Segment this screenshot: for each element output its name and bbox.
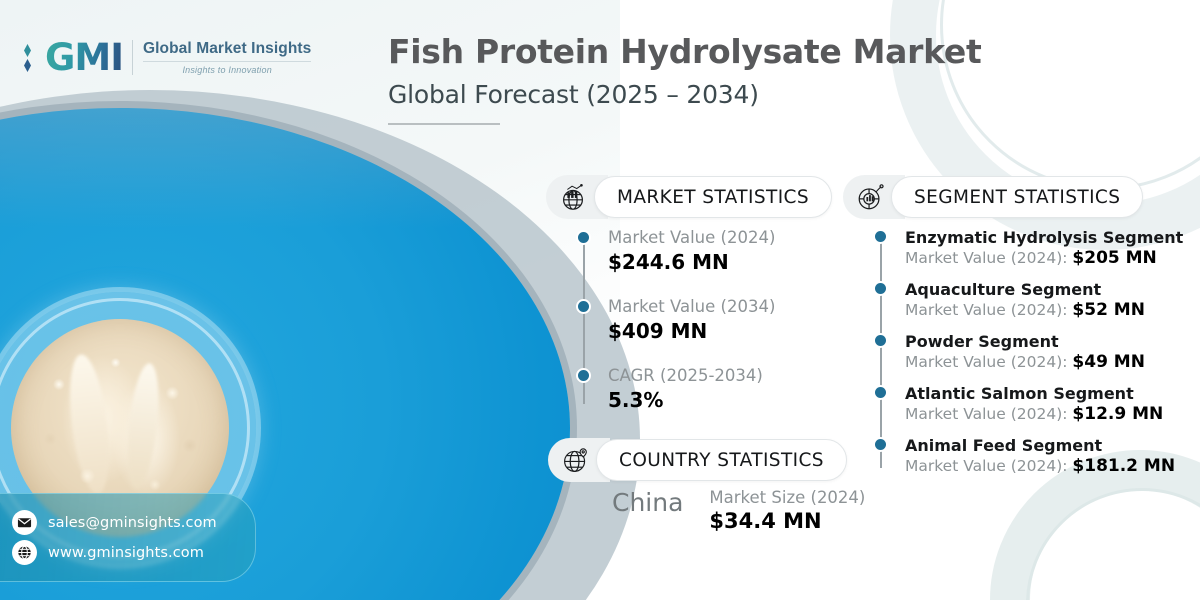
page-subtitle: Global Forecast (2025 – 2034) xyxy=(388,79,759,109)
gmi-logo[interactable]: GMI Global Market Insights Insights to I… xyxy=(20,36,312,79)
market-stat-label: CAGR (2025-2034) xyxy=(608,366,763,385)
logo-tagline: Insights to Innovation xyxy=(142,61,312,75)
market-stat-label: Market Value (2034) xyxy=(608,297,776,316)
segment-item: Atlantic Salmon Segment Market Value (20… xyxy=(875,384,1183,424)
segment-name: Powder Segment xyxy=(905,332,1059,351)
segment-detail: Market Value (2024): $181.2 MN xyxy=(905,456,1183,476)
timeline-dot xyxy=(578,232,589,243)
timeline-dot xyxy=(578,301,589,312)
header-block: Fish Protein Hydrolysate Market Global F… xyxy=(388,32,1088,125)
segment-label: Market Value (2024): xyxy=(905,301,1068,319)
market-stat-item: Market Value (2034) $409 MN xyxy=(578,297,775,343)
market-stat-value: $409 MN xyxy=(608,319,708,343)
segment-item: Aquaculture Segment Market Value (2024):… xyxy=(875,280,1183,320)
segment-label: Market Value (2024): xyxy=(905,249,1068,267)
timeline-connector xyxy=(583,236,585,404)
market-stat-value: $244.6 MN xyxy=(608,250,729,274)
segment-statistics-title-pill: SEGMENT STATISTICS xyxy=(891,176,1144,218)
contact-panel: sales@gminsights.com www.gminsights.com xyxy=(0,493,256,582)
segment-item: Enzymatic Hydrolysis Segment Market Valu… xyxy=(875,228,1183,268)
timeline-dot xyxy=(875,283,886,294)
market-statistics-title-pill: MARKET STATISTICS xyxy=(594,176,833,218)
segment-label: Market Value (2024): xyxy=(905,405,1068,423)
timeline-dot xyxy=(578,370,589,381)
segment-name: Atlantic Salmon Segment xyxy=(905,384,1134,403)
logo-company-name: Global Market Insights xyxy=(142,40,312,57)
market-statistics-list: Market Value (2024) $244.6 MN Market Val… xyxy=(578,228,775,412)
timeline-connector xyxy=(880,236,882,468)
contact-email: sales@gminsights.com xyxy=(48,514,217,531)
logo-diamond-icon xyxy=(20,43,35,73)
market-stat-value: 5.3% xyxy=(608,388,664,412)
market-statistics-title: MARKET STATISTICS xyxy=(617,186,810,208)
page-title: Fish Protein Hydrolysate Market xyxy=(388,32,982,71)
timeline-dot xyxy=(875,335,886,346)
globe-icon xyxy=(12,540,37,565)
contact-website-row[interactable]: www.gminsights.com xyxy=(12,540,255,565)
country-stat-value: $34.4 MN xyxy=(709,509,822,533)
logo-text-block: Global Market Insights Insights to Innov… xyxy=(131,40,312,75)
photo-highlight xyxy=(0,108,570,228)
country-value-block: Market Size (2024) $34.4 MN xyxy=(709,488,865,533)
segment-name: Animal Feed Segment xyxy=(905,436,1103,455)
segment-value: $52 MN xyxy=(1072,300,1145,320)
envelope-icon xyxy=(12,510,37,535)
country-name: China xyxy=(612,488,684,517)
segment-name: Enzymatic Hydrolysis Segment xyxy=(905,228,1184,247)
segment-item: Powder Segment Market Value (2024): $49 … xyxy=(875,332,1183,372)
contact-email-row[interactable]: sales@gminsights.com xyxy=(12,510,255,535)
country-statistics-title: COUNTRY STATISTICS xyxy=(619,449,824,471)
segment-statistics-list: Enzymatic Hydrolysis Segment Market Valu… xyxy=(875,228,1183,476)
segment-detail: Market Value (2024): $12.9 MN xyxy=(905,404,1183,424)
country-statistics-row: China Market Size (2024) $34.4 MN xyxy=(612,488,865,533)
market-stat-label: Market Value (2024) xyxy=(608,228,776,247)
timeline-dot xyxy=(875,439,886,450)
title-underline xyxy=(388,122,500,125)
segment-label: Market Value (2024): xyxy=(905,353,1068,371)
segment-detail: Market Value (2024): $52 MN xyxy=(905,300,1183,320)
segment-statistics-title: SEGMENT STATISTICS xyxy=(914,186,1121,208)
timeline-dot xyxy=(875,387,886,398)
segment-name: Aquaculture Segment xyxy=(905,280,1102,299)
segment-detail: Market Value (2024): $205 MN xyxy=(905,248,1183,268)
contact-website: www.gminsights.com xyxy=(48,544,204,561)
market-statistics-header: MARKET STATISTICS xyxy=(546,175,833,219)
country-statistics-title-pill: COUNTRY STATISTICS xyxy=(596,439,847,481)
logo-mark-text: GMI xyxy=(45,36,124,79)
country-statistics-header: COUNTRY STATISTICS xyxy=(548,438,847,482)
market-stat-item: CAGR (2025-2034) 5.3% xyxy=(578,366,775,412)
segment-value: $181.2 MN xyxy=(1072,456,1176,476)
market-stat-item: Market Value (2024) $244.6 MN xyxy=(578,228,775,274)
segment-item: Animal Feed Segment Market Value (2024):… xyxy=(875,436,1183,476)
segment-label: Market Value (2024): xyxy=(905,457,1068,475)
country-stat-label: Market Size (2024) xyxy=(709,488,866,507)
segment-value: $12.9 MN xyxy=(1072,404,1164,424)
segment-statistics-header: SEGMENT STATISTICS xyxy=(843,175,1144,219)
segment-detail: Market Value (2024): $49 MN xyxy=(905,352,1183,372)
timeline-dot xyxy=(875,231,886,242)
segment-value: $49 MN xyxy=(1072,352,1145,372)
segment-value: $205 MN xyxy=(1072,248,1157,268)
